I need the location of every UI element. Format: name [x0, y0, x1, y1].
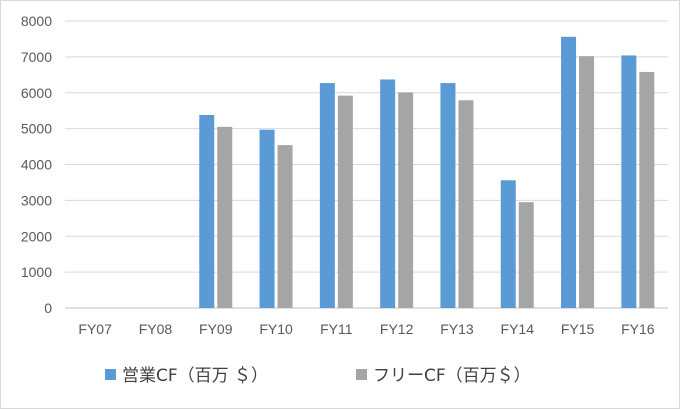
bar-free-cf-fy13 — [458, 100, 474, 308]
legend: 営業CF（百万 ＄） フリーCF（百万＄） — [105, 366, 531, 386]
bar-operating-cf-fy11 — [319, 83, 335, 308]
bar-free-cf-fy11 — [337, 95, 353, 309]
y-tick-label: 8000 — [21, 13, 52, 29]
bar-free-cf-fy16 — [639, 71, 655, 308]
y-tick-label: 5000 — [21, 121, 52, 137]
bar-operating-cf-fy13 — [440, 83, 456, 308]
legend-swatch — [105, 369, 116, 380]
bar-operating-cf-fy12 — [380, 79, 396, 308]
y-tick-label: 7000 — [21, 49, 52, 65]
legend-label: 営業CF（百万 ＄） — [122, 366, 268, 386]
legend-label: フリーCF（百万＄） — [373, 366, 531, 386]
y-tick-label: 2000 — [21, 228, 52, 244]
bar-free-cf-fy09 — [217, 126, 233, 308]
y-tick-label: 0 — [44, 300, 52, 316]
x-tick-label: FY13 — [440, 321, 474, 337]
x-tick-label: FY08 — [139, 321, 173, 337]
bar-free-cf-fy12 — [398, 92, 414, 308]
y-tick-label: 4000 — [21, 157, 52, 173]
bar-operating-cf-fy09 — [199, 114, 215, 309]
x-tick-label: FY12 — [380, 321, 414, 337]
y-axis-ticks: 0 1000 2000 3000 4000 5000 6000 7000 8000 — [21, 13, 52, 316]
x-tick-label: FY10 — [259, 321, 293, 337]
gridlines — [65, 20, 668, 309]
y-tick-label: 1000 — [21, 264, 52, 280]
x-tick-label: FY11 — [320, 321, 353, 337]
bar-free-cf-fy15 — [579, 56, 595, 308]
bars — [199, 36, 655, 309]
x-tick-label: FY15 — [561, 321, 595, 337]
bar-operating-cf-fy16 — [621, 55, 637, 308]
bar-operating-cf-fy15 — [561, 36, 577, 308]
y-tick-label: 3000 — [21, 192, 52, 208]
x-axis-ticks: FY07 FY08 FY09 FY10 FY11 FY12 FY13 FY14 FY15 FY16 — [78, 321, 654, 337]
bar-operating-cf-fy10 — [259, 129, 275, 308]
x-tick-label: FY09 — [199, 321, 233, 337]
x-tick-label: FY14 — [501, 321, 535, 337]
y-tick-label: 6000 — [21, 85, 52, 101]
legend-swatch — [356, 369, 367, 380]
bar-free-cf-fy14 — [518, 202, 534, 308]
bar-free-cf-fy10 — [277, 145, 293, 308]
x-tick-label: FY07 — [78, 321, 112, 337]
x-tick-label: FY16 — [621, 321, 655, 337]
bar-operating-cf-fy14 — [500, 180, 516, 308]
